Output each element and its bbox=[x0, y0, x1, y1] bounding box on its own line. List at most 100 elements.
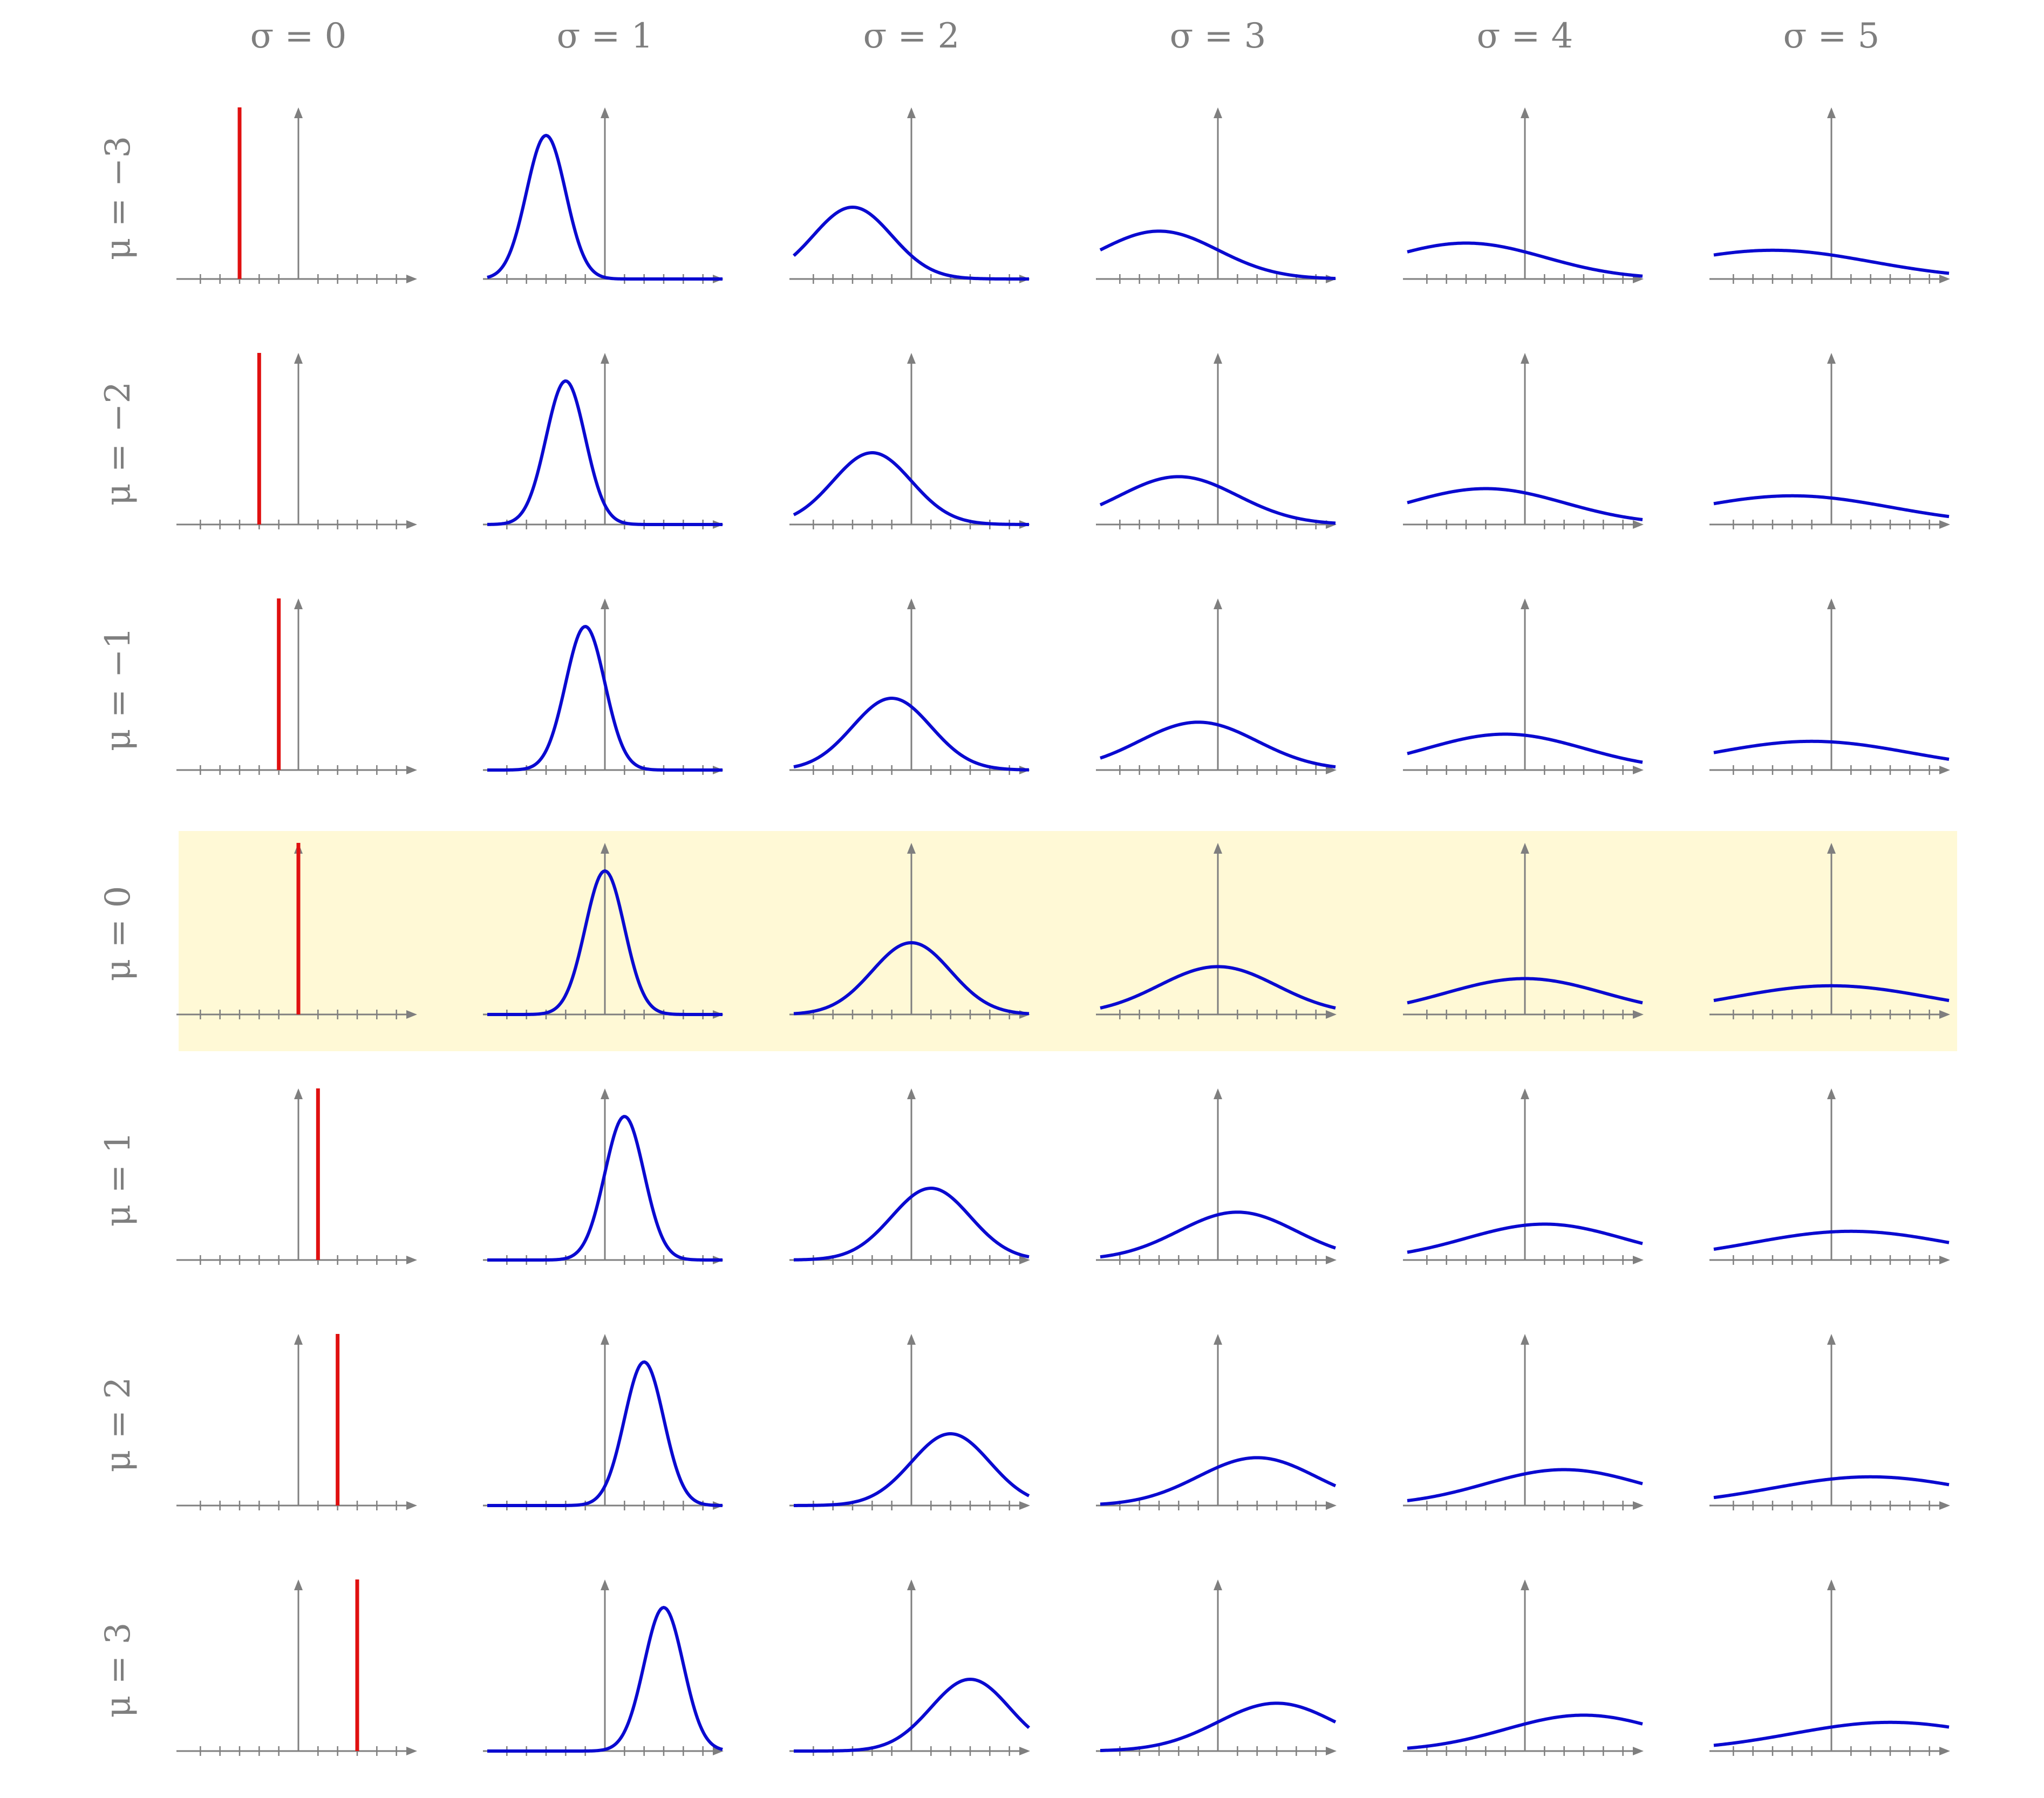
gaussian-curve bbox=[487, 625, 723, 772]
panels bbox=[176, 107, 1950, 1756]
panel-mu--1-sigma-2 bbox=[789, 598, 1030, 775]
y-axis-arrowhead bbox=[907, 1334, 916, 1345]
x-axis-arrowhead bbox=[1939, 1256, 1950, 1264]
x-axis-arrowhead bbox=[1633, 520, 1644, 529]
gaussian-curve bbox=[1713, 739, 1950, 761]
row-label-mu--1: μ = −1 bbox=[98, 627, 138, 751]
x-axis-arrowhead bbox=[1326, 1501, 1337, 1510]
panel-mu--3-sigma-2 bbox=[789, 107, 1030, 284]
gaussian-curve bbox=[1407, 732, 1643, 764]
panel-mu-1-sigma-3 bbox=[1096, 1088, 1337, 1265]
x-axis-arrowhead bbox=[1633, 1010, 1644, 1019]
x-axis-arrowhead bbox=[1633, 1747, 1644, 1755]
x-axis-arrowhead bbox=[1939, 1010, 1950, 1019]
row-label-mu-3: μ = 3 bbox=[98, 1623, 138, 1718]
y-axis-arrowhead bbox=[601, 1088, 609, 1099]
gaussian-curve bbox=[1407, 977, 1643, 1005]
column-label-sigma-0: σ = 0 bbox=[250, 16, 347, 56]
panel-mu--3-sigma-5 bbox=[1709, 107, 1950, 284]
x-axis-arrowhead bbox=[1019, 1501, 1030, 1510]
gaussian-curve bbox=[487, 379, 723, 526]
x-axis-arrowhead bbox=[406, 1747, 417, 1755]
panel-mu-3-sigma-2 bbox=[789, 1579, 1031, 1756]
y-axis-arrowhead bbox=[907, 1579, 916, 1590]
panel-mu-3-sigma-0 bbox=[176, 1579, 417, 1756]
x-axis-arrowhead bbox=[1633, 766, 1644, 774]
y-axis-arrowhead bbox=[907, 843, 916, 854]
y-axis-arrowhead bbox=[907, 1088, 916, 1099]
column-label-sigma-4: σ = 4 bbox=[1477, 16, 1573, 56]
panel-mu-3-sigma-3 bbox=[1096, 1579, 1337, 1756]
y-axis-arrowhead bbox=[1827, 1334, 1836, 1345]
y-axis-arrowhead bbox=[1214, 353, 1222, 364]
gaussian-curve bbox=[793, 697, 1030, 772]
gaussian-curve bbox=[1100, 1456, 1337, 1506]
y-axis-arrowhead bbox=[294, 1579, 303, 1590]
y-axis-arrowhead bbox=[294, 107, 303, 118]
y-axis-arrowhead bbox=[1827, 107, 1836, 118]
panel-mu--2-sigma-4 bbox=[1403, 353, 1644, 529]
gaussian-curve bbox=[1407, 1222, 1643, 1254]
y-axis-arrowhead bbox=[1521, 1579, 1529, 1590]
gaussian-curve bbox=[1713, 1475, 1950, 1500]
row-label-mu-2: μ = 2 bbox=[98, 1377, 138, 1473]
y-axis-arrowhead bbox=[907, 598, 916, 609]
panel-mu-0-sigma-0 bbox=[176, 843, 417, 1019]
gaussian-curve bbox=[1407, 1468, 1643, 1502]
y-axis-arrowhead bbox=[1521, 1088, 1529, 1099]
x-axis-arrowhead bbox=[1939, 766, 1950, 774]
x-axis-arrowhead bbox=[1326, 1747, 1337, 1755]
panel-mu-1-sigma-5 bbox=[1709, 1088, 1950, 1265]
column-label-sigma-2: σ = 2 bbox=[863, 16, 960, 56]
panel-mu--1-sigma-4 bbox=[1403, 598, 1644, 775]
panel-mu-0-sigma-1 bbox=[483, 843, 724, 1019]
column-label-sigma-3: σ = 3 bbox=[1170, 16, 1266, 56]
y-axis-arrowhead bbox=[1827, 1088, 1836, 1099]
x-axis-arrowhead bbox=[1326, 766, 1337, 774]
panel-mu--2-sigma-5 bbox=[1709, 353, 1950, 529]
y-axis-arrowhead bbox=[1214, 1334, 1222, 1345]
panel-mu-1-sigma-2 bbox=[789, 1088, 1030, 1265]
gaussian-curve bbox=[1713, 1229, 1950, 1251]
x-axis-arrowhead bbox=[406, 275, 417, 283]
gaussian-curve bbox=[1100, 720, 1336, 769]
gaussian-curve bbox=[1099, 475, 1336, 525]
gaussian-curve bbox=[1407, 487, 1643, 521]
y-axis-arrowhead bbox=[1827, 353, 1836, 364]
panel-mu-2-sigma-2 bbox=[789, 1334, 1030, 1510]
x-axis-arrowhead bbox=[1939, 1747, 1950, 1755]
y-axis-arrowhead bbox=[1521, 353, 1529, 364]
panel-mu-0-sigma-2 bbox=[789, 843, 1030, 1019]
y-axis-arrowhead bbox=[294, 1088, 303, 1099]
panel-mu-2-sigma-1 bbox=[483, 1334, 724, 1510]
row-label-mu-0: μ = 0 bbox=[98, 886, 138, 982]
y-axis-arrowhead bbox=[1521, 107, 1529, 118]
row-label-mu-1: μ = 1 bbox=[98, 1132, 138, 1227]
x-axis-arrowhead bbox=[406, 520, 417, 529]
y-axis-arrowhead bbox=[294, 598, 303, 609]
panel-mu-3-sigma-1 bbox=[483, 1579, 724, 1756]
panel-mu--1-sigma-1 bbox=[483, 598, 724, 775]
panel-mu-0-sigma-5 bbox=[1709, 843, 1950, 1019]
gaussian-curve bbox=[1713, 1720, 1950, 1747]
panel-mu-3-sigma-4 bbox=[1403, 1579, 1644, 1756]
x-axis-arrowhead bbox=[1939, 275, 1950, 283]
y-axis-arrowhead bbox=[1521, 1334, 1529, 1345]
y-axis-arrowhead bbox=[1214, 1579, 1222, 1590]
y-axis-arrowhead bbox=[601, 598, 609, 609]
y-axis-arrowhead bbox=[601, 843, 609, 854]
gaussian-curve bbox=[487, 1115, 723, 1262]
panel-mu--3-sigma-4 bbox=[1403, 107, 1644, 284]
gaussian-curve bbox=[1100, 1701, 1337, 1753]
x-axis-arrowhead bbox=[1326, 1256, 1337, 1264]
y-axis-arrowhead bbox=[294, 353, 303, 364]
gaussian-curve bbox=[793, 451, 1030, 526]
panel-mu-1-sigma-1 bbox=[483, 1088, 724, 1265]
y-axis-arrowhead bbox=[1214, 1088, 1222, 1099]
row-label-mu--3: μ = −3 bbox=[98, 136, 138, 260]
gaussian-curve bbox=[792, 206, 1029, 281]
y-axis-arrowhead bbox=[1214, 598, 1222, 609]
y-axis-arrowhead bbox=[907, 353, 916, 364]
y-axis-arrowhead bbox=[1521, 843, 1529, 854]
